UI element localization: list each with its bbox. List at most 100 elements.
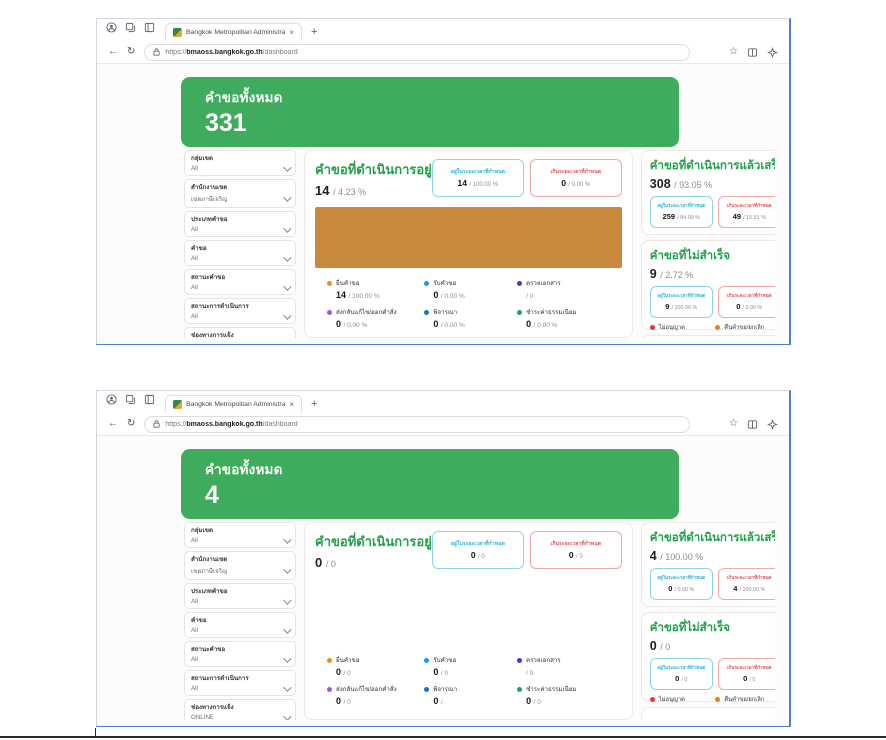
- browser-tab[interactable]: Bangkok Metropolitan Administra ×: [165, 395, 303, 413]
- filter-district-group[interactable]: กลุ่มเขต All: [184, 150, 296, 176]
- filter-request-type[interactable]: ประเภทคำขอ All: [184, 211, 296, 237]
- on-time-box: อยู่ในระยะเวลาที่กำหนด 0 / 0: [649, 658, 713, 690]
- filter-request-status[interactable]: สถานะคำขอ All: [184, 641, 296, 667]
- document-rule: [0, 736, 886, 738]
- legend-dot: [649, 324, 655, 330]
- overdue-box: เกินระยะเวลาที่กำหนด 0 / 0.00 %: [529, 159, 622, 197]
- filter-district-office[interactable]: สำนักงานเขต เขตภาษีเจริญ: [184, 179, 296, 208]
- copilot-icon[interactable]: [766, 46, 778, 58]
- browser-window-2: Bangkok Metropolitan Administra × + ← ↻ …: [96, 390, 791, 727]
- overdue-box: เกินระยะเวลาที่กำหนด 0 / 0: [717, 658, 775, 690]
- favorites-star-icon[interactable]: ☆: [729, 418, 738, 429]
- chevron-down-icon: [283, 711, 292, 720]
- completed-title: คำขอที่ดำเนินการแล้วเสร็จ: [649, 160, 775, 172]
- tab-bar: Bangkok Metropolitan Administra × +: [97, 19, 789, 41]
- total-requests-card: คำขอทั้งหมด 331: [181, 77, 679, 147]
- completed-value: 4 / 100.00 %: [649, 549, 704, 563]
- right-column: คำขอที่ดำเนินการแล้วเสร็จ 308 / 93.05 % …: [640, 150, 775, 338]
- chevron-down-icon: [283, 252, 292, 262]
- legend-dot: [424, 309, 430, 315]
- legend-item: รับคำขอ 0 / 0.00 %: [424, 278, 517, 300]
- tab-close-icon[interactable]: ×: [289, 27, 295, 37]
- legend-item: ชำระค่าธรรมเนียม 0 / 0.00 %: [517, 307, 610, 329]
- split-screen-icon[interactable]: [746, 46, 758, 58]
- profile-icon[interactable]: [105, 21, 117, 33]
- chevron-down-icon: [283, 595, 292, 605]
- back-icon[interactable]: ←: [108, 418, 118, 429]
- tab-actions-icon[interactable]: [143, 21, 155, 33]
- legend-item: ชำระค่าธรรมเนียม 0 / 0: [517, 684, 610, 706]
- legend-dot: [327, 280, 332, 286]
- legend-item: ส่งกลับแก้ไข/ออกคำสั่ง 0 / 0: [327, 684, 424, 706]
- failed-title: คำขอที่ไม่สำเร็จ: [649, 250, 730, 262]
- on-time-box: อยู่ในระยะเวลาที่กำหนด 0 / 0: [431, 531, 524, 569]
- filter-request[interactable]: คำขอ All: [184, 612, 296, 638]
- overdue-box: เกินระยะเวลาที่กำหนด 0 / 0: [529, 531, 622, 569]
- new-tab-button[interactable]: +: [311, 398, 318, 410]
- filter-channel[interactable]: ช่องทางการแจ้ง Multiple selections: [184, 327, 296, 338]
- copilot-icon[interactable]: [766, 418, 778, 430]
- tab-favicon: [173, 28, 182, 37]
- url-text: https://bmaoss.bangkok.go.th/dashboard: [165, 420, 298, 428]
- url-text: https://bmaoss.bangkok.go.th/dashboard: [165, 48, 298, 56]
- on-time-box: อยู่ในระยะเวลาที่กำหนด 259 / 84.09 %: [649, 196, 713, 228]
- legend-item: ตรวจเอกสาร / 0: [517, 655, 610, 677]
- status-bar-chart-empty: [315, 579, 622, 645]
- legend-dot: [327, 686, 332, 692]
- total-requests-title: คำขอทั้งหมด: [205, 90, 283, 105]
- filter-operation-status[interactable]: สถานะการดำเนินการ All: [184, 670, 296, 696]
- failed-panel: คำขอที่ไม่สำเร็จ 0 / 0 อยู่ในระยะเวลาที่…: [640, 612, 775, 715]
- refresh-icon[interactable]: ↻: [127, 46, 136, 57]
- on-time-box: อยู่ในระยะเวลาที่กำหนด 0 / 0.00 %: [649, 568, 713, 600]
- tab-title: Bangkok Metropolitan Administra: [186, 29, 286, 36]
- legend-dot: [649, 696, 655, 702]
- failed-value: 0 / 0: [649, 639, 671, 653]
- filter-channel[interactable]: ช่องทางการแจ้ง ONLINE: [184, 699, 296, 720]
- split-screen-icon[interactable]: [746, 418, 758, 430]
- address-bar: ← ↻ https://bmaoss.bangkok.go.th/dashboa…: [97, 413, 789, 436]
- failed-value: 9 / 2.72 %: [649, 267, 694, 281]
- tab-actions-icon[interactable]: [143, 393, 155, 405]
- filter-request-status[interactable]: สถานะคำขอ All: [184, 269, 296, 295]
- tab-close-icon[interactable]: ×: [289, 399, 295, 409]
- legend-dot: [517, 686, 523, 692]
- total-requests-card: คำขอทั้งหมด 4: [181, 449, 679, 519]
- document-rule-tick: [95, 728, 96, 736]
- legend-item: รับคำขอ 0 / 0: [424, 655, 517, 677]
- workspaces-icon[interactable]: [124, 393, 136, 405]
- filter-sidebar: กลุ่มเขต All สำนักงานเขต เขตภาษีเจริญ ปร…: [184, 522, 296, 720]
- profile-icon[interactable]: [105, 393, 117, 405]
- chevron-down-icon: [283, 162, 292, 172]
- completed-panel: คำขอที่ดำเนินการแล้วเสร็จ 308 / 93.05 % …: [640, 150, 775, 235]
- filter-request-type[interactable]: ประเภทคำขอ All: [184, 583, 296, 609]
- on-time-box: อยู่ในระยะเวลาที่กำหนด 14 / 100.00 %: [431, 159, 524, 197]
- tab-bar: Bangkok Metropolitan Administra × +: [97, 391, 789, 413]
- legend-item: พิจารณา 0 / 0.00 %: [424, 307, 517, 329]
- legend-dot: [715, 324, 721, 330]
- back-icon[interactable]: ←: [108, 46, 118, 57]
- status-legend: ยื่นคำขอ 0 / 0 รับคำขอ 0 / 0 ตรวจเอกสาร / …: [315, 655, 622, 706]
- url-field[interactable]: https://bmaoss.bangkok.go.th/dashboard: [144, 415, 691, 433]
- legend-dot: [424, 686, 430, 692]
- chevron-down-icon: [283, 223, 292, 233]
- in-progress-panel: คำขอที่ดำเนินการอยู่ 14 / 4.23 % อยู่ในร…: [304, 150, 633, 338]
- url-field[interactable]: https://bmaoss.bangkok.go.th/dashboard: [144, 43, 691, 61]
- filter-district-office[interactable]: สำนักงานเขต เขตภาษีเจริญ: [184, 551, 296, 580]
- filter-request[interactable]: คำขอ All: [184, 240, 296, 266]
- legend-dot: [517, 309, 523, 315]
- new-tab-button[interactable]: +: [311, 26, 318, 38]
- refresh-icon[interactable]: ↻: [127, 418, 136, 429]
- filter-district-group[interactable]: กลุ่มเขต All: [184, 522, 296, 548]
- chevron-down-icon: [283, 310, 292, 320]
- legend-dot: [327, 309, 332, 315]
- partial-card: [640, 335, 775, 338]
- workspaces-icon[interactable]: [124, 21, 136, 33]
- chevron-down-icon: [283, 281, 292, 291]
- filter-operation-status[interactable]: สถานะการดำเนินการ All: [184, 298, 296, 324]
- favorites-star-icon[interactable]: ☆: [729, 46, 738, 57]
- completed-panel: คำขอที่ดำเนินการแล้วเสร็จ 4 / 100.00 % อ…: [640, 522, 775, 607]
- right-column: คำขอที่ดำเนินการแล้วเสร็จ 4 / 100.00 % อ…: [640, 522, 775, 720]
- lock-icon: [153, 48, 160, 56]
- browser-tab[interactable]: Bangkok Metropolitan Administra ×: [165, 23, 303, 41]
- completed-title: คำขอที่ดำเนินการแล้วเสร็จ: [649, 532, 775, 544]
